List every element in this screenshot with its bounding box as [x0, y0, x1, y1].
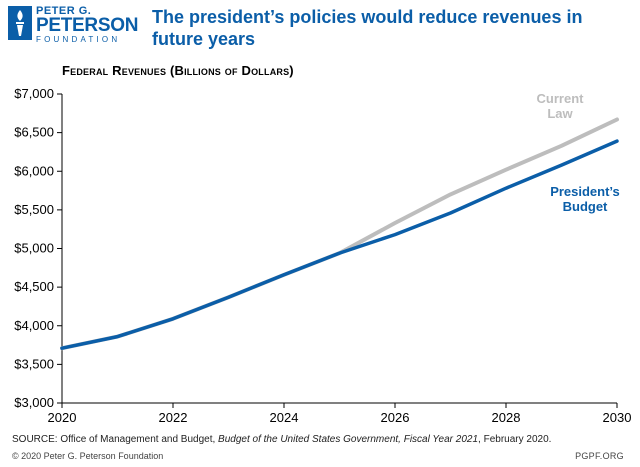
y-tick-label: $3,500: [14, 356, 54, 371]
logo-line-2: PETERSON: [36, 15, 139, 36]
y-tick-label: $5,000: [14, 241, 54, 256]
y-tick-label: $7,000: [14, 86, 54, 101]
logo-line-3: FOUNDATION: [36, 35, 121, 44]
x-tick-label: 2028: [492, 410, 521, 425]
series-label-current-law: Current Law: [537, 91, 585, 121]
site-link[interactable]: PGPF.ORG: [575, 451, 624, 461]
line-chart: $3,000 $3,500 $4,000 $4,500 $5,000 $5,500 $6,0…: [14, 86, 632, 425]
logo-line-1: PETER G.: [36, 5, 92, 17]
x-tick-label: 2024: [270, 410, 299, 425]
x-tick-label: 2030: [603, 410, 632, 425]
x-tick-label: 2022: [159, 410, 188, 425]
x-tick-label: 2020: [48, 410, 77, 425]
torch-logo-icon: [8, 6, 32, 40]
y-tick-label: $3,000: [14, 395, 54, 410]
series-line-presidents-budget: [60, 139, 619, 350]
source-title: Budget of the United States Government, …: [218, 434, 479, 445]
header: PETER G. PETERSON FOUNDATION The preside…: [0, 0, 640, 50]
headline: The president’s policies would reduce re…: [152, 7, 583, 49]
y-tick-label: $6,500: [14, 125, 54, 140]
y-tick-label: $6,000: [14, 163, 54, 178]
series-label-presidents-budget: President’s Budget: [550, 184, 620, 214]
copyright-text: © 2020 Peter G. Peterson Foundation: [12, 451, 164, 461]
chart-title: Federal Revenues (Billions of Dollars): [62, 63, 294, 78]
y-tick-label: $5,500: [14, 202, 54, 217]
source-suffix: , February 2020.: [478, 434, 552, 445]
source-note: SOURCE: Office of Management and Budget,…: [12, 434, 551, 445]
y-tick-label: $4,000: [14, 318, 54, 333]
foundation-logo: PETER G. PETERSON FOUNDATION: [36, 5, 138, 45]
y-tick-label: $4,500: [14, 279, 54, 294]
x-tick-label: 2026: [381, 410, 410, 425]
series-line-current-law: [60, 117, 619, 351]
source-prefix: SOURCE: Office of Management and Budget,: [12, 434, 219, 445]
